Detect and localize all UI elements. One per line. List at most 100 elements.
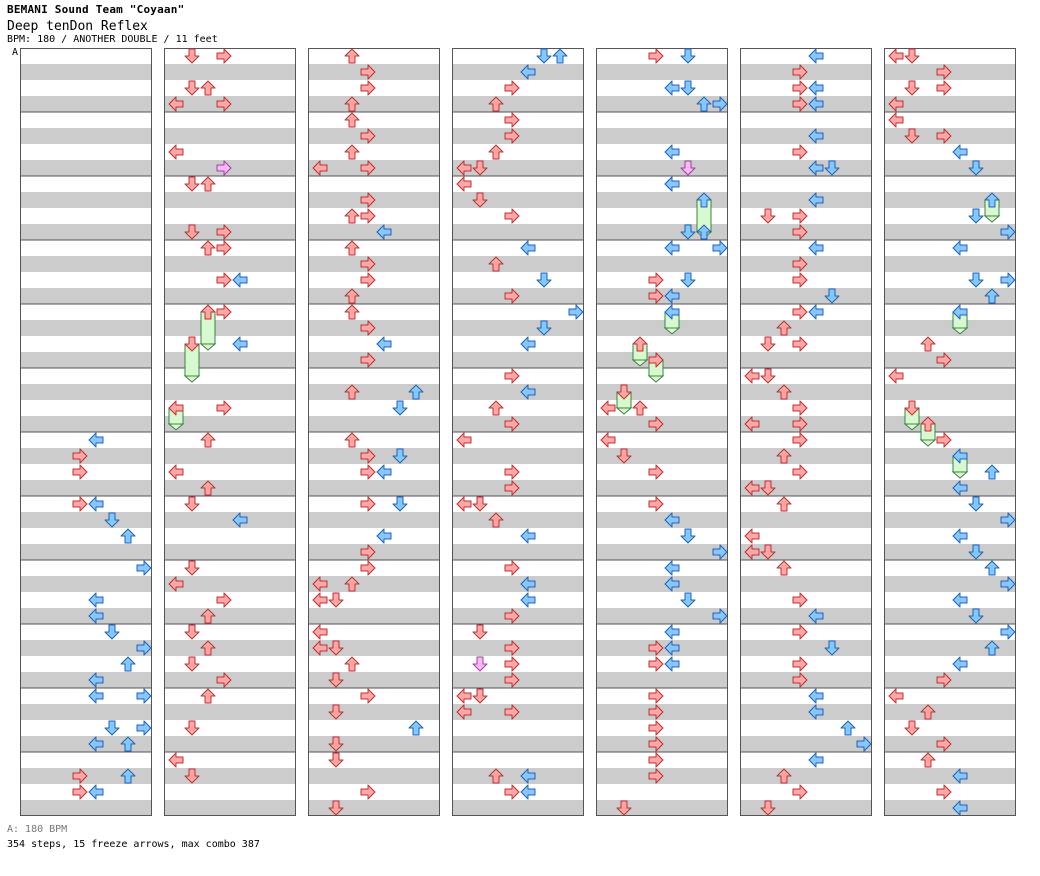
step-arrow: [808, 240, 824, 256]
arrow-head: [504, 80, 520, 96]
step-arrow: [680, 160, 696, 176]
arrow-head: [200, 480, 216, 496]
beat-stripe: [884, 608, 1016, 624]
arrow-head: [504, 128, 520, 144]
beat-stripe: [884, 768, 1016, 784]
arrow-head: [120, 656, 136, 672]
step-arrow: [504, 560, 520, 576]
step-arrow: [568, 304, 584, 320]
arrow-head: [600, 432, 616, 448]
arrow-head: [888, 688, 904, 704]
step-arrow: [232, 336, 248, 352]
arrow-head: [952, 240, 968, 256]
freeze-arrow: [183, 336, 201, 383]
step-arrow: [760, 480, 776, 496]
arrow-head: [952, 592, 968, 608]
step-arrow: [776, 448, 792, 464]
arrow-head: [808, 128, 824, 144]
arrow-head: [360, 64, 376, 80]
step-arrow: [776, 768, 792, 784]
arrow-head: [776, 768, 792, 784]
arrow-head: [648, 768, 664, 784]
arrow-head: [648, 352, 664, 368]
arrow-head: [632, 400, 648, 416]
step-arrow: [648, 688, 664, 704]
step-arrow: [648, 720, 664, 736]
arrow-head: [760, 336, 776, 352]
step-arrow: [120, 528, 136, 544]
step-arrow: [392, 400, 408, 416]
step-arrow: [600, 432, 616, 448]
step-arrow: [488, 96, 504, 112]
arrow-head: [744, 368, 760, 384]
step-arrow: [328, 592, 344, 608]
arrow-head: [200, 608, 216, 624]
step-arrow: [680, 528, 696, 544]
beat-stripe: [20, 160, 152, 176]
step-arrow: [776, 384, 792, 400]
step-arrow: [520, 576, 536, 592]
chart-column: [20, 48, 152, 816]
step-arrow: [488, 256, 504, 272]
step-arrow: [216, 160, 232, 176]
freeze-tail: [631, 359, 649, 367]
arrow-head: [344, 96, 360, 112]
beat-stripe: [164, 576, 296, 592]
step-arrow: [328, 672, 344, 688]
beat-stripe: [452, 544, 584, 560]
step-arrow: [360, 192, 376, 208]
beat-stripe: [596, 160, 728, 176]
step-arrow: [104, 720, 120, 736]
beat-stripe: [20, 416, 152, 432]
arrow-head: [504, 784, 520, 800]
arrow-head: [184, 336, 200, 352]
step-arrow: [952, 800, 968, 816]
arrow-head: [664, 80, 680, 96]
step-arrow: [88, 496, 104, 512]
arrow-head: [360, 688, 376, 704]
arrow-head: [360, 256, 376, 272]
beat-stripe: [164, 736, 296, 752]
bpm-footnote: A: 180 BPM: [7, 824, 68, 835]
arrow-head: [360, 448, 376, 464]
beat-stripe: [452, 96, 584, 112]
freeze-arrow: [919, 416, 937, 447]
step-arrow: [952, 528, 968, 544]
step-arrow: [712, 96, 728, 112]
arrow-head: [72, 784, 88, 800]
arrow-head: [472, 688, 488, 704]
arrow-head: [312, 576, 328, 592]
arrow-head: [648, 704, 664, 720]
beat-stripe: [164, 480, 296, 496]
step-arrow: [856, 736, 872, 752]
arrow-head: [1000, 624, 1016, 640]
step-arrow: [808, 688, 824, 704]
freeze-tail: [983, 215, 1001, 223]
step-arrow: [1000, 224, 1016, 240]
beat-stripe: [164, 416, 296, 432]
step-arrow: [952, 240, 968, 256]
freeze-tail: [183, 375, 201, 383]
step-arrow: [456, 432, 472, 448]
beat-stripe: [452, 736, 584, 752]
arrow-head: [984, 640, 1000, 656]
step-arrow: [648, 640, 664, 656]
beat-stripe: [308, 224, 440, 240]
step-arrow: [72, 768, 88, 784]
arrow-head: [904, 80, 920, 96]
beat-stripe: [596, 192, 728, 208]
beat-stripe: [308, 384, 440, 400]
step-arrow: [136, 640, 152, 656]
step-arrow: [216, 224, 232, 240]
step-arrow: [760, 368, 776, 384]
freeze-tail: [199, 343, 217, 351]
step-arrow: [168, 96, 184, 112]
arrow-head: [760, 368, 776, 384]
step-arrow: [504, 80, 520, 96]
step-arrow: [888, 96, 904, 112]
step-arrow: [904, 48, 920, 64]
beat-stripe: [596, 672, 728, 688]
arrow-head: [536, 48, 552, 64]
freeze-arrow: [615, 384, 633, 415]
arrow-head: [184, 80, 200, 96]
